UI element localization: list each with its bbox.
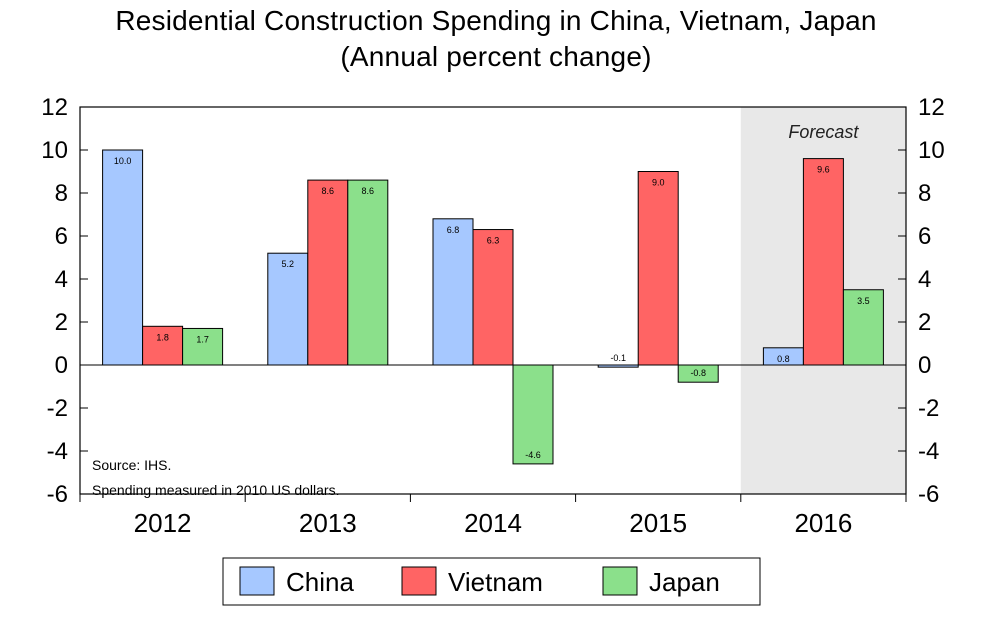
data-label-vietnam-2012: 1.8 bbox=[156, 332, 169, 342]
legend-swatch-japan bbox=[602, 566, 638, 596]
data-label-china-2015: -0.1 bbox=[610, 353, 626, 363]
chart-title: Residential Construction Spending in Chi… bbox=[115, 5, 876, 36]
x-tick-label-2012: 2012 bbox=[134, 508, 192, 538]
data-label-japan-2012: 1.7 bbox=[196, 334, 209, 344]
source-note: Source: IHS. bbox=[92, 457, 171, 473]
data-label-vietnam-2014: 6.3 bbox=[487, 236, 500, 246]
legend-swatch-vietnam bbox=[401, 566, 437, 596]
bar-japan-2014 bbox=[512, 364, 554, 465]
y-tick-label-right: 0 bbox=[918, 352, 931, 379]
y-tick-label-right: -4 bbox=[918, 438, 939, 465]
y-tick-label-left: 4 bbox=[55, 266, 68, 293]
data-label-japan-2016: 3.5 bbox=[857, 296, 870, 306]
plot-frame bbox=[79, 106, 907, 495]
y-tick-label-left: 6 bbox=[55, 223, 68, 250]
data-label-japan-2015: -0.8 bbox=[690, 368, 706, 378]
y-axis-left: 12 10 8 6 4 2 0 -2 -4 -6 bbox=[41, 94, 88, 508]
x-tick-label-2013: 2013 bbox=[299, 508, 357, 538]
bar-vietnam-2012 bbox=[142, 325, 184, 366]
y-tick-label-left: 8 bbox=[55, 180, 68, 207]
bar-vietnam-2014 bbox=[472, 229, 514, 366]
data-label-china-2012: 10.0 bbox=[114, 156, 132, 166]
spending-note: Spending measured in 2010 US dollars. bbox=[92, 482, 340, 498]
y-tick-label-right: -6 bbox=[918, 481, 939, 508]
x-tick-label-2016: 2016 bbox=[794, 508, 852, 538]
bars-group bbox=[102, 149, 884, 465]
y-tick-label-left: 10 bbox=[41, 137, 68, 164]
y-tick-label-left: 12 bbox=[41, 94, 68, 121]
data-label-vietnam-2015: 9.0 bbox=[652, 178, 665, 188]
y-tick-label-right: 6 bbox=[918, 223, 931, 250]
bar-japan-2013 bbox=[347, 179, 389, 366]
legend-label-vietnam: Vietnam bbox=[448, 567, 543, 597]
data-label-vietnam-2013: 8.6 bbox=[322, 186, 335, 196]
bar-vietnam-2013 bbox=[307, 179, 349, 366]
bar-labels-group: 10.0 1.8 1.7 5.2 8.6 8.6 6.8 6.3 -4.6 -0.1 9.0 -0.8… bbox=[114, 156, 870, 460]
data-label-china-2016: 0.8 bbox=[777, 354, 790, 364]
bar-vietnam-2016 bbox=[802, 158, 844, 366]
y-tick-label-left: -2 bbox=[47, 395, 68, 422]
data-label-china-2013: 5.2 bbox=[282, 259, 295, 269]
bar-china-2014 bbox=[432, 218, 474, 366]
bar-vietnam-2015 bbox=[637, 171, 679, 366]
bar-china-2012 bbox=[102, 149, 144, 366]
bar-japan-2016 bbox=[842, 289, 884, 366]
y-tick-label-left: 0 bbox=[55, 352, 68, 379]
legend-label-china: China bbox=[286, 567, 354, 597]
data-label-japan-2013: 8.6 bbox=[362, 186, 375, 196]
forecast-label: Forecast bbox=[788, 122, 859, 142]
y-tick-label-right: -2 bbox=[918, 395, 939, 422]
y-tick-label-right: 2 bbox=[918, 309, 931, 336]
y-tick-label-left: 2 bbox=[55, 309, 68, 336]
data-label-vietnam-2016: 9.6 bbox=[817, 165, 830, 175]
bar-china-2013 bbox=[267, 252, 309, 366]
y-tick-label-left: -6 bbox=[47, 481, 68, 508]
y-tick-label-right: 4 bbox=[918, 266, 931, 293]
y-axis-right: 12 10 8 6 4 2 0 -2 -4 -6 bbox=[898, 94, 945, 508]
y-tick-label-right: 12 bbox=[918, 94, 945, 121]
legend: China Vietnam Japan bbox=[222, 557, 761, 606]
x-tick-label-2015: 2015 bbox=[629, 508, 687, 538]
legend-label-japan: Japan bbox=[649, 567, 720, 597]
legend-swatch-china bbox=[239, 566, 275, 596]
bar-japan-2012 bbox=[182, 327, 224, 366]
y-tick-label-right: 10 bbox=[918, 137, 945, 164]
legend-box bbox=[222, 557, 761, 606]
y-tick-label-left: -4 bbox=[47, 438, 68, 465]
chart-subtitle: (Annual percent change) bbox=[340, 41, 651, 72]
x-axis: 2012 2013 2014 2015 2016 bbox=[79, 494, 907, 538]
data-label-china-2014: 6.8 bbox=[447, 225, 460, 235]
data-label-japan-2014: -4.6 bbox=[525, 450, 541, 460]
x-tick-label-2014: 2014 bbox=[464, 508, 522, 538]
y-tick-label-right: 8 bbox=[918, 180, 931, 207]
